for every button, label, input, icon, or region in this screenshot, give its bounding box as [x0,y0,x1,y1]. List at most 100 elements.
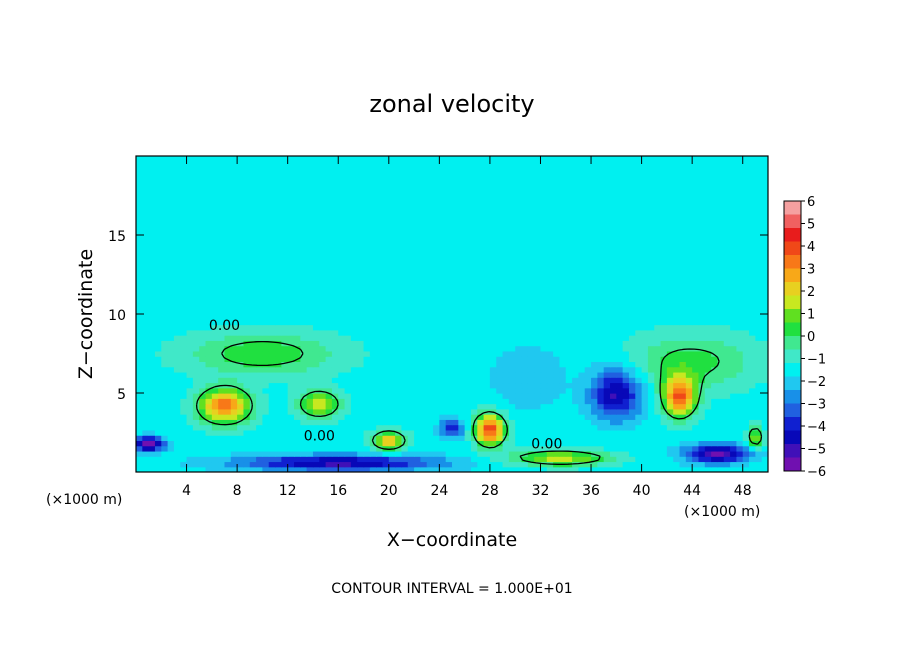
field-cell [698,245,706,252]
field-cell [369,371,377,378]
field-cell [211,450,219,457]
field-cell [749,256,756,262]
field-cell [610,387,617,394]
field-cell [136,329,143,336]
field-cell [749,350,756,357]
field-cell [262,219,270,226]
field-cell [673,408,681,415]
field-cell [357,440,365,447]
field-cell [350,403,358,410]
field-cell [666,250,674,257]
field-cell [243,208,251,215]
field-cell [603,229,611,236]
field-cell [496,387,504,394]
field-cell [553,335,561,341]
field-cell [306,393,314,399]
field-cell [635,335,643,341]
field-cell [470,361,478,368]
field-cell [414,382,421,389]
field-cell [508,450,516,457]
field-cell [559,287,567,294]
field-cell [350,435,358,441]
field-cell [761,403,768,410]
field-cell [635,371,643,378]
field-cell [591,356,598,362]
field-cell [136,219,143,226]
field-cell [666,414,674,420]
field-cell [382,256,390,262]
field-cell [401,456,409,463]
field-cell [483,335,491,341]
field-cell [572,466,579,472]
field-cell [382,419,390,426]
field-cell [483,456,491,463]
field-cell [572,450,579,457]
field-cell [388,256,396,262]
field-cell [730,319,737,326]
field-cell [755,314,763,320]
field-cell [154,266,162,273]
field-cell [205,282,213,289]
field-cell [312,466,320,472]
field-cell [515,282,523,289]
field-cell [287,398,295,405]
field-cell [287,256,295,262]
field-cell [294,435,301,441]
field-cell [685,319,693,326]
field-cell [205,245,213,252]
field-cell [350,382,358,389]
field-cell [395,340,403,347]
field-cell [717,245,725,252]
field-cell [452,329,459,336]
field-cell [414,303,421,310]
field-cell [572,387,579,394]
field-cell [496,298,504,305]
field-cell [704,335,712,341]
field-cell [616,393,624,399]
field-cell [534,224,542,231]
field-cell [660,350,668,357]
field-cell [154,335,162,341]
field-cell [660,377,668,384]
field-cell [572,419,579,426]
field-cell [350,229,358,236]
field-cell [736,235,744,241]
field-cell [666,271,674,278]
field-cell [553,266,561,273]
field-cell [382,408,390,415]
field-cell [591,282,598,289]
field-cell [154,435,162,441]
field-cell [275,282,282,289]
field-cell [414,445,421,452]
field-cell [502,366,510,373]
field-cell [692,235,700,241]
field-cell [761,466,768,472]
field-cell [218,208,226,215]
field-cell [654,335,662,341]
field-cell [218,371,226,378]
field-cell [502,308,510,315]
field-cell [433,261,440,268]
field-cell [755,229,763,236]
field-cell [167,240,175,247]
field-cell [578,419,586,426]
field-cell [192,266,200,273]
field-cell [736,282,744,289]
field-cell [148,235,156,241]
field-cell [515,224,523,231]
field-cell [610,235,617,241]
field-cell [420,303,428,310]
field-cell [508,229,516,236]
field-cell [628,366,636,373]
field-cell [262,419,270,426]
field-cell [173,335,181,341]
field-cell [654,266,662,273]
field-cell [679,208,687,215]
field-cell [407,308,415,315]
field-cell [603,213,611,220]
field-cell [439,287,447,294]
field-cell [338,382,346,389]
field-cell [698,466,706,472]
field-cell [312,350,320,357]
field-cell [635,271,643,278]
